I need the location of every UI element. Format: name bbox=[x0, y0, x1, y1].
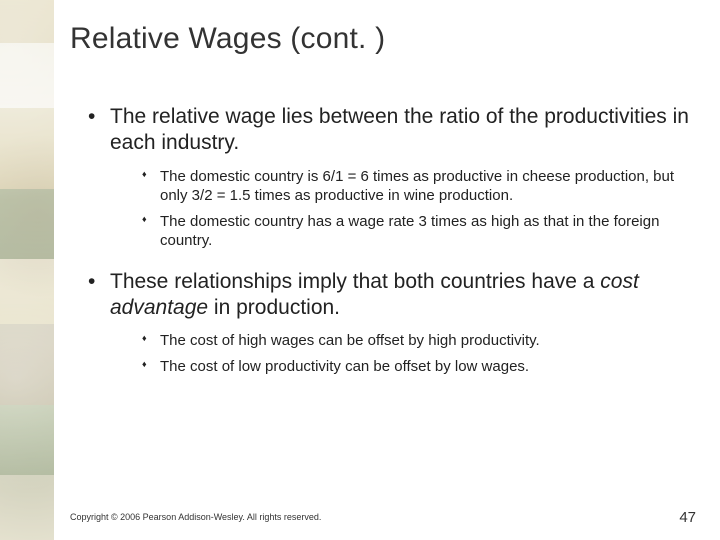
slide-content: Relative Wages (cont. ) The relative wag… bbox=[70, 22, 690, 394]
sub-bullet-item: The cost of low productivity can be offs… bbox=[142, 357, 690, 377]
sub-bullet-text: The domestic country has a wage rate 3 t… bbox=[160, 213, 659, 250]
bullet-item: The relative wage lies between the ratio… bbox=[88, 104, 690, 251]
sub-bullet-text: The cost of high wages can be offset by … bbox=[160, 332, 540, 349]
bullet-list: The relative wage lies between the ratio… bbox=[70, 104, 690, 376]
bullet-text: The relative wage lies between the ratio… bbox=[110, 105, 689, 154]
sub-bullet-item: The cost of high wages can be offset by … bbox=[142, 331, 690, 351]
sub-bullet-list: The cost of high wages can be offset by … bbox=[110, 331, 690, 376]
bullet-text-pre: These relationships imply that both coun… bbox=[110, 270, 600, 293]
sub-bullet-item: The domestic country is 6/1 = 6 times as… bbox=[142, 167, 690, 206]
sub-bullet-text: The domestic country is 6/1 = 6 times as… bbox=[160, 168, 674, 205]
slide-title: Relative Wages (cont. ) bbox=[70, 22, 690, 56]
copyright-footer: Copyright © 2006 Pearson Addison-Wesley.… bbox=[70, 512, 321, 522]
bullet-text-post: in production. bbox=[208, 296, 340, 319]
sub-bullet-list: The domestic country is 6/1 = 6 times as… bbox=[110, 167, 690, 251]
decorative-sidebar bbox=[0, 0, 54, 540]
sub-bullet-text: The cost of low productivity can be offs… bbox=[160, 358, 529, 375]
sub-bullet-item: The domestic country has a wage rate 3 t… bbox=[142, 212, 690, 251]
bullet-item: These relationships imply that both coun… bbox=[88, 269, 690, 377]
page-number: 47 bbox=[679, 509, 696, 526]
